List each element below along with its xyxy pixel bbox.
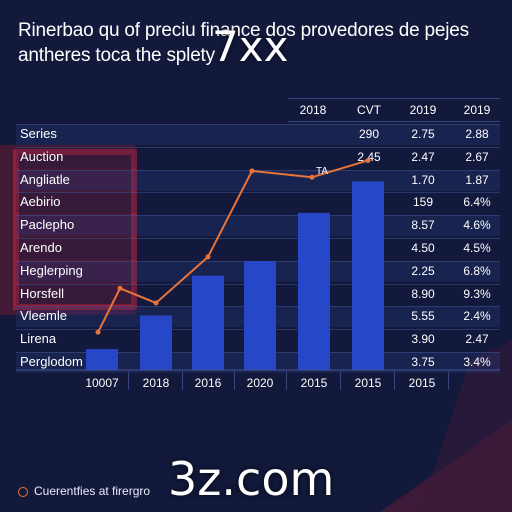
table-cell: 2.45 xyxy=(357,149,381,164)
bar xyxy=(352,181,384,370)
x-tick-separator xyxy=(234,372,235,390)
table-row-label: Series xyxy=(20,126,57,141)
line-label: TA xyxy=(316,166,328,177)
table-cell: 2.47 xyxy=(465,332,489,347)
x-tick-separator xyxy=(182,372,183,390)
table-header-2: 2019 xyxy=(409,103,437,117)
table-cell: 1.70 xyxy=(411,172,435,187)
x-tick-label: 2020 xyxy=(246,376,274,390)
table-header-3: 2019 xyxy=(463,103,491,117)
bar xyxy=(244,261,276,370)
line-point xyxy=(205,254,211,260)
table-row-label: Paclepho xyxy=(20,217,75,233)
table-cell: 6.8% xyxy=(463,263,491,278)
table-header-1: CVT xyxy=(357,103,381,117)
table-cell: 8.57 xyxy=(411,218,435,233)
bar xyxy=(298,212,330,370)
x-tick-separator xyxy=(448,372,449,390)
x-tick-separator xyxy=(128,372,129,390)
bar xyxy=(192,275,224,370)
purple-wedge-right xyxy=(420,340,512,512)
legend-marker-icon xyxy=(18,486,28,497)
red-block-left xyxy=(0,145,135,315)
x-tick-label: 2015 xyxy=(354,376,382,390)
table-header-0: 2018 xyxy=(299,103,327,117)
table-cell: 8.90 xyxy=(411,286,435,301)
table-cell: 2.67 xyxy=(465,149,489,164)
table-cell: 159 xyxy=(412,195,434,210)
x-tick-separator xyxy=(394,372,395,390)
line-point xyxy=(95,329,101,335)
x-tick-separator xyxy=(340,372,341,390)
table-cell: 5.55 xyxy=(411,309,435,324)
x-tick-label: 10007 xyxy=(85,376,119,390)
overlay-text: 7xx xyxy=(212,22,289,71)
table-row xyxy=(16,146,500,168)
x-tick-separator xyxy=(286,372,287,390)
table-cell: 3.75 xyxy=(411,355,435,369)
table-row-label: Auction xyxy=(20,148,64,164)
table-cell: 2.75 xyxy=(411,127,435,141)
x-tick-label: 2015 xyxy=(408,376,436,390)
table-cell: 2.4% xyxy=(463,309,491,324)
legend: Cuerentfies at firergro xyxy=(18,484,150,498)
table-cell: 4.5% xyxy=(463,241,491,255)
line-point xyxy=(365,157,371,163)
table-row-label: Vleemle xyxy=(20,308,67,324)
table-cell: 4.50 xyxy=(411,241,435,255)
table-row-label: Aebirio xyxy=(20,194,61,210)
bar xyxy=(140,315,172,370)
table-cell: 9.3% xyxy=(463,286,491,301)
table-header-band xyxy=(288,98,500,122)
bar xyxy=(86,349,118,370)
table-cell: 2.88 xyxy=(465,127,489,141)
table-cell: 2.25 xyxy=(411,263,435,278)
line-point xyxy=(309,174,315,180)
line-point xyxy=(117,285,123,291)
table-cell: 290 xyxy=(358,127,380,141)
table-row-label: Horsfell xyxy=(20,285,65,301)
line-point xyxy=(249,168,255,174)
table-cell: 2.47 xyxy=(411,149,435,164)
table-cell: 3.90 xyxy=(411,332,435,347)
table-cell: 6.4% xyxy=(463,195,491,210)
table-row-label: Heglerping xyxy=(20,262,83,278)
x-tick-label: 2016 xyxy=(194,376,222,390)
table-row-label: Lirena xyxy=(20,331,57,347)
table-row xyxy=(16,124,500,145)
table-row-label: Angliatle xyxy=(20,171,70,187)
watermark: 3z.com xyxy=(168,452,335,506)
chart-title: Rinerbao qu of preciu finance dos proved… xyxy=(18,20,469,66)
x-tick-label: 2015 xyxy=(300,376,328,390)
table-cell: 4.6% xyxy=(463,218,491,233)
table-row-label: Arendo xyxy=(20,240,62,255)
x-tick-label: 2018 xyxy=(142,376,170,390)
legend-label: Cuerentfies at firergro xyxy=(34,484,151,498)
table-cell: 3.4% xyxy=(463,355,491,369)
table-row-label: Perglodom xyxy=(20,354,83,369)
table-cell: 1.87 xyxy=(465,172,489,187)
line-point xyxy=(153,300,159,306)
